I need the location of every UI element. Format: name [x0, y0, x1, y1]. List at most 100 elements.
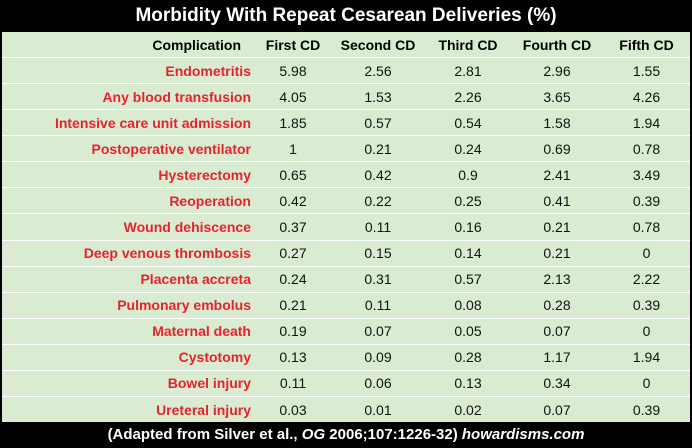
rate-cell: 2.22 [603, 266, 690, 293]
rate-cell: 0.41 [511, 187, 603, 215]
page-title: Morbidity With Repeat Cesarean Deliverie… [135, 5, 557, 26]
rate-cell: 1.55 [603, 57, 690, 85]
table-row: Wound dehiscence 0.37 0.11 0.16 0.21 0.78 [2, 213, 690, 241]
rate-cell: 4.05 [255, 83, 331, 111]
table-row: Placenta accreta 0.24 0.31 0.57 2.13 2.22 [2, 266, 690, 293]
rate-cell: 1.85 [255, 109, 331, 137]
rate-cell: 0.08 [425, 292, 511, 319]
table-row: Maternal death 0.19 0.07 0.05 0.07 0 [2, 318, 690, 345]
rate-cell: 0.09 [331, 344, 425, 371]
complication-label: Intensive care unit admission [2, 109, 255, 137]
rate-cell: 0.78 [603, 213, 690, 241]
rate-cell: 0.06 [331, 370, 425, 398]
rate-cell: 0.21 [255, 292, 331, 319]
citation-journal: OG [301, 426, 326, 443]
rate-cell: 1.94 [603, 109, 690, 137]
rate-cell: 1 [255, 135, 331, 163]
rate-cell: 1.17 [511, 344, 603, 371]
complication-label: Ureteral injury [156, 401, 251, 418]
complication-label: Endometritis [2, 57, 255, 85]
rate-cell: 0.54 [425, 109, 511, 137]
rate-cell: 1.53 [331, 83, 425, 111]
rate-cell: 3.49 [603, 161, 690, 189]
rate-cell: 1.58 [511, 109, 603, 137]
column-header-second-cd: Second CD [331, 32, 425, 58]
rate-cell: 3.65 [511, 83, 603, 111]
rate-cell: 0.39 [632, 401, 661, 418]
morbidity-table: Complication First CD Second CD Third CD… [2, 32, 690, 422]
site-credit: howardisms.com [461, 426, 585, 443]
table-body: Endometritis 5.98 2.56 2.81 2.96 1.55 Any bloo… [2, 57, 690, 423]
rate-cell: 0.42 [255, 187, 331, 215]
rate-cell: 2.56 [331, 57, 425, 85]
rate-cell: 0 [603, 240, 690, 267]
rate-cell: 2.81 [425, 57, 511, 85]
column-header-fifth-cd: Fifth CD [603, 32, 690, 58]
rate-cell: 2.41 [511, 161, 603, 189]
complication-label: Pulmonary embolus [2, 292, 255, 319]
rate-cell: 0.11 [255, 370, 331, 398]
rate-cell: 2.26 [425, 83, 511, 111]
table-row: Postoperative ventilator 1 0.21 0.24 0.69 0.7… [2, 135, 690, 163]
rate-cell: 0.37 [255, 213, 331, 241]
rate-cell: 0.31 [331, 266, 425, 293]
morbidity-table-container: Complication First CD Second CD Third CD… [2, 32, 690, 422]
table-row: Deep venous thrombosis 0.27 0.15 0.14 0.21 0 [2, 240, 690, 267]
table-row: Pulmonary embolus 0.21 0.11 0.08 0.28 0.39 [2, 292, 690, 319]
rate-cell: 0.21 [511, 213, 603, 241]
rate-cell: 0.28 [425, 344, 511, 371]
rate-cell: 0.65 [255, 161, 331, 189]
rate-cell: 0.39 [603, 187, 690, 215]
table-row: Hysterectomy 0.65 0.42 0.9 2.41 3.49 [2, 161, 690, 189]
rate-cell: 0.03 [279, 401, 307, 418]
column-header-fourth-cd: Fourth CD [511, 32, 603, 58]
rate-cell: 1.94 [603, 344, 690, 371]
rate-cell: 0.02 [454, 401, 482, 418]
rate-cell: 0 [603, 370, 690, 398]
table-row: Cystotomy 0.13 0.09 0.28 1.17 1.94 [2, 344, 690, 371]
complication-label: Bowel injury [2, 370, 255, 398]
table-row: Intensive care unit admission 1.85 0.57 0.5… [2, 109, 690, 137]
citation-footer: (Adapted from Silver et al., OG 2006;107… [0, 422, 692, 448]
complication-label: Reoperation [2, 187, 255, 215]
rate-cell: 0.24 [425, 135, 511, 163]
column-header-third-cd: Third CD [425, 32, 511, 58]
rate-cell: 0.11 [331, 213, 425, 241]
rate-cell: 0.13 [255, 344, 331, 371]
complication-label: Cystotomy [2, 344, 255, 371]
citation-prefix: (Adapted from Silver et al., [107, 426, 302, 443]
complication-label: Postoperative ventilator [2, 135, 255, 163]
rate-cell: 0.21 [511, 240, 603, 267]
column-header-first-cd: First CD [255, 32, 331, 58]
table-row: Ureteral injury 0.03 0.01 0.02 0.07 0.39 [2, 397, 690, 422]
complication-label: Hysterectomy [2, 161, 255, 189]
table-row: Bowel injury 0.11 0.06 0.13 0.34 0 [2, 370, 690, 398]
rate-cell: 0.14 [425, 240, 511, 267]
rate-cell: 0.24 [255, 266, 331, 293]
rate-cell: 0.34 [511, 370, 603, 398]
rate-cell: 0.16 [425, 213, 511, 241]
rate-cell: 0.27 [255, 240, 331, 267]
rate-cell: 0.57 [425, 266, 511, 293]
rate-cell: 0.01 [364, 401, 392, 418]
complication-label: Deep venous thrombosis [2, 240, 255, 267]
rate-cell: 0.69 [511, 135, 603, 163]
rate-cell: 0.25 [425, 187, 511, 215]
rate-cell: 2.96 [511, 57, 603, 85]
rate-cell: 0.19 [255, 318, 331, 345]
rate-cell: 2.13 [511, 266, 603, 293]
complication-label: Any blood transfusion [2, 83, 255, 111]
rate-cell: 0.42 [331, 161, 425, 189]
complication-label: Wound dehiscence [2, 213, 255, 241]
rate-cell: 0.57 [331, 109, 425, 137]
table-row: Reoperation 0.42 0.22 0.25 0.41 0.39 [2, 187, 690, 215]
rate-cell: 0.07 [543, 401, 571, 418]
rate-cell: 0.21 [331, 135, 425, 163]
rate-cell: 0 [603, 318, 690, 345]
rate-cell: 0.78 [603, 135, 690, 163]
rate-cell: 0.05 [425, 318, 511, 345]
rate-cell: 0.22 [331, 187, 425, 215]
table-row: Endometritis 5.98 2.56 2.81 2.96 1.55 [2, 57, 690, 85]
rate-cell: 0.28 [511, 292, 603, 319]
